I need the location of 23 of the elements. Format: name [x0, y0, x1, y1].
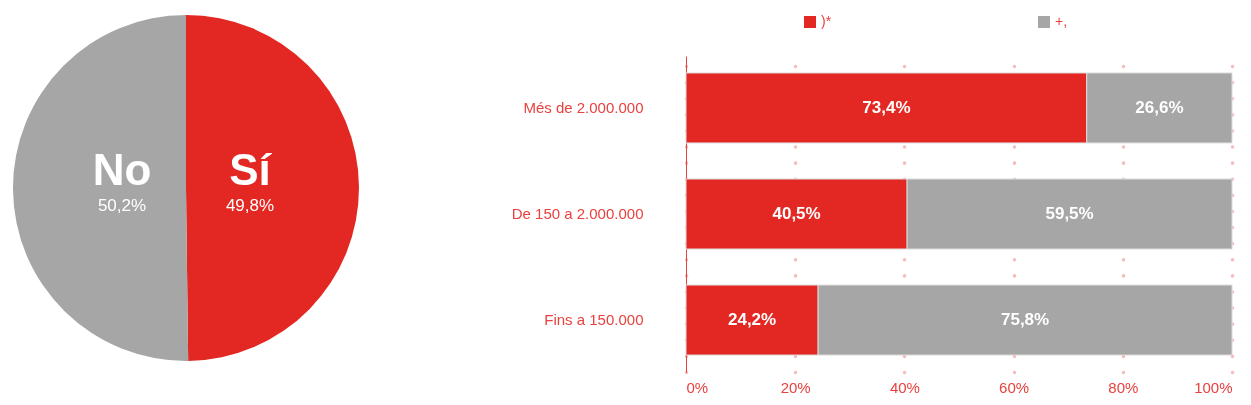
y-tick-label: De 150 a 2.000.000 [511, 205, 644, 222]
slice-label: No [92, 145, 152, 195]
pie-slice [13, 15, 189, 361]
x-tick-label: 60% [999, 378, 1030, 396]
data-label: 49,8% [225, 195, 275, 215]
data-label: 73,4% [862, 97, 911, 117]
data-label: 40,5% [772, 204, 821, 223]
data-label: 50,2% [97, 196, 147, 216]
pie-slice [186, 15, 359, 361]
x-tick-label: 20% [780, 378, 811, 396]
data-label: 75,8% [1000, 310, 1050, 330]
data-label: 24,2% [727, 310, 777, 330]
slice-label: Sí [229, 144, 273, 194]
x-tick-label: 0% [686, 378, 709, 396]
data-label: 59,5% [1045, 204, 1094, 223]
x-tick-label: 80% [1108, 378, 1139, 396]
x-tick-label: 40% [889, 378, 920, 396]
legend-label: +, [1055, 13, 1068, 29]
y-tick-label: Més de 2.000.000 [523, 98, 644, 116]
data-label: 26,6% [1135, 97, 1184, 117]
legend-label: )* [821, 13, 832, 29]
x-tick-label: 100% [1194, 378, 1233, 396]
y-tick-label: Fins a 150.000 [544, 311, 644, 329]
